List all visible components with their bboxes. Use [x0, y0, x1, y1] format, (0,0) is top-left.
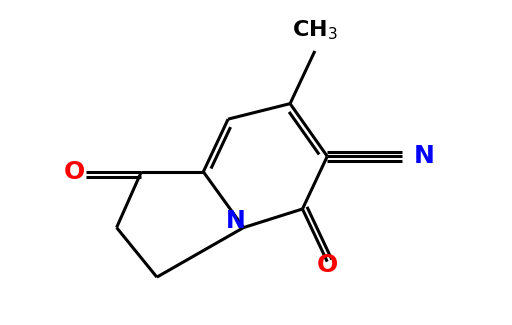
Text: O: O	[64, 160, 85, 184]
Text: CH$_3$: CH$_3$	[292, 18, 338, 42]
Text: O: O	[316, 253, 338, 277]
Text: N: N	[414, 144, 435, 168]
Text: N: N	[226, 209, 246, 233]
